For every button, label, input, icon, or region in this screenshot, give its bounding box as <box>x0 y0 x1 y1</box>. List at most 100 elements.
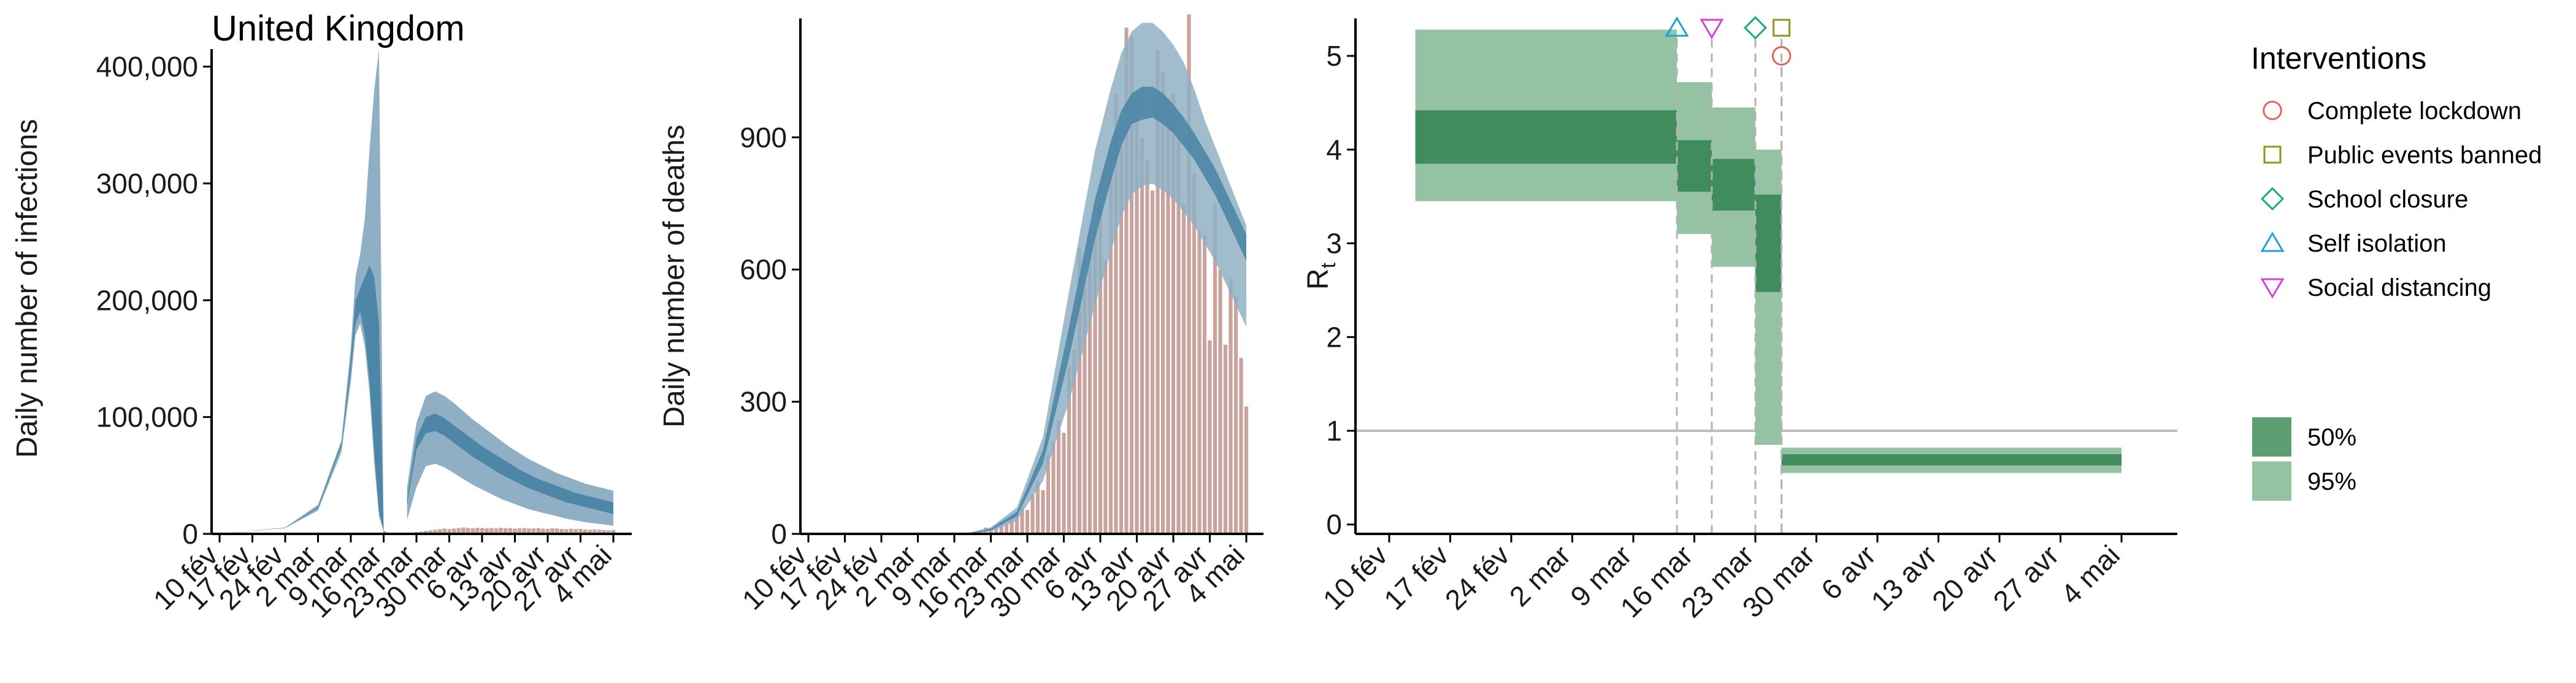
intervention-marker <box>1771 46 1792 66</box>
deaths-bar <box>1061 432 1067 534</box>
observed-case-bar <box>447 529 451 534</box>
intervention-markers <box>1665 16 1792 534</box>
deaths-bar <box>1238 357 1244 534</box>
observed-case-bar <box>536 528 540 534</box>
deaths-bar <box>1144 159 1150 534</box>
rt-95-band-step <box>1755 149 1782 445</box>
deaths-bar <box>1149 190 1156 534</box>
rt-50-band-step <box>1755 195 1782 292</box>
y-tick-label: 400,000 <box>96 51 198 83</box>
infections-50-band <box>407 413 613 514</box>
rt-50-band-step <box>1677 140 1712 192</box>
observed-case-bar <box>428 530 433 534</box>
deaths-95-band <box>965 23 1246 534</box>
y-tick-label: 0 <box>182 518 198 550</box>
deaths-50-band <box>965 87 1246 534</box>
legend-marker <box>2263 145 2282 164</box>
observed-case-bar <box>545 528 550 534</box>
deaths-bar <box>1139 137 1145 534</box>
legend-label: Self isolation <box>2307 230 2447 257</box>
observed-case-bar <box>607 530 611 534</box>
observed-case-bar <box>480 528 485 534</box>
y-tick-label: 600 <box>740 253 787 285</box>
infections-50-band <box>220 265 426 534</box>
observed-case-bar <box>611 530 616 534</box>
observed-case-bar <box>470 528 475 534</box>
observed-case-bar <box>442 528 447 534</box>
observed-case-bar <box>597 530 602 534</box>
deaths-bar <box>1051 441 1056 534</box>
y-tick-label: 300 <box>740 386 787 418</box>
deaths-bar <box>1024 509 1030 534</box>
observed-case-bar <box>461 527 466 534</box>
legend-band-swatch <box>2252 417 2291 457</box>
observed-case-bar <box>475 528 480 534</box>
y-axis-title-main: R <box>1302 268 1335 290</box>
y-tick-label: 300,000 <box>96 168 198 199</box>
observed-case-bar <box>592 529 597 534</box>
y-axis-title: Daily number of infections <box>11 119 44 458</box>
observed-case-bar <box>583 529 588 534</box>
y-tick-label: 1 <box>1326 415 1342 447</box>
observed-case-bar <box>602 530 606 534</box>
y-tick-label: 4 <box>1326 134 1342 166</box>
panel-title: United Kingdom <box>212 9 465 48</box>
deaths-bar <box>1233 295 1239 534</box>
rt-steps <box>1415 29 2122 473</box>
observed-case-bar <box>569 528 573 534</box>
observed-case-bar <box>508 528 513 534</box>
rt-50-band-step <box>1781 454 2122 466</box>
legend-marker <box>2263 101 2282 120</box>
y-tick-label: 100,000 <box>96 401 198 433</box>
deaths-bands <box>965 23 1246 534</box>
y-axis-title: Rt <box>1302 262 1340 290</box>
legend-marker <box>2260 187 2285 211</box>
deaths-bar <box>1040 489 1046 534</box>
observed-case-bar <box>578 528 583 534</box>
infections-bands <box>220 49 613 534</box>
observed-case-bar <box>550 528 554 534</box>
observed-case-bar <box>559 529 564 534</box>
legend: Interventions Complete lockdown Public ev… <box>2251 41 2542 501</box>
observed-case-bar <box>494 528 499 534</box>
observed-case-bar <box>466 528 470 534</box>
legend-label: Complete lockdown <box>2307 98 2521 125</box>
intervention-marker <box>1743 16 1768 40</box>
y-tick-label: 0 <box>771 518 787 550</box>
deaths-bar <box>1228 278 1233 534</box>
observed-case-bar <box>489 528 494 534</box>
deaths-bar <box>1030 493 1035 534</box>
intervention-marker <box>1700 18 1724 39</box>
observed-case-bar <box>485 528 489 534</box>
observed-case-bar <box>499 528 503 534</box>
legend-items: Complete lockdown Public events banned Sch… <box>2260 98 2542 301</box>
legend-label: Public events banned <box>2307 142 2542 169</box>
deaths-bar <box>1207 339 1213 534</box>
y-axis-title-subscript: t <box>1317 262 1340 268</box>
y-tick-label: 5 <box>1326 40 1342 72</box>
y-tick-label: 0 <box>1326 509 1342 541</box>
observed-case-bar <box>456 528 461 534</box>
deaths-bar <box>1197 230 1202 534</box>
y-tick-label: 2 <box>1326 321 1342 353</box>
deaths-bar <box>1217 269 1223 534</box>
legend-marker <box>2260 231 2285 252</box>
y-axis-title: Daily number of deaths <box>658 125 691 428</box>
legend-band-swatch <box>2252 461 2291 501</box>
rt-50-band-step <box>1415 110 1677 164</box>
observed-case-bar <box>588 530 592 534</box>
observed-case-bar <box>531 528 536 534</box>
legend-label: Social distancing <box>2307 274 2491 301</box>
observed-case-bar <box>555 528 559 534</box>
observed-case-bar <box>424 531 428 534</box>
observed-case-bar <box>504 528 508 534</box>
rt-50-band-step <box>1711 159 1755 211</box>
observed-case-bar <box>433 530 437 534</box>
deaths-bar <box>1222 344 1229 534</box>
deaths-bar <box>1202 234 1208 534</box>
observed-case-bar <box>573 529 578 534</box>
deaths-bar <box>1243 406 1249 534</box>
y-tick-label: 3 <box>1326 228 1342 260</box>
legend-marker <box>2260 278 2285 299</box>
